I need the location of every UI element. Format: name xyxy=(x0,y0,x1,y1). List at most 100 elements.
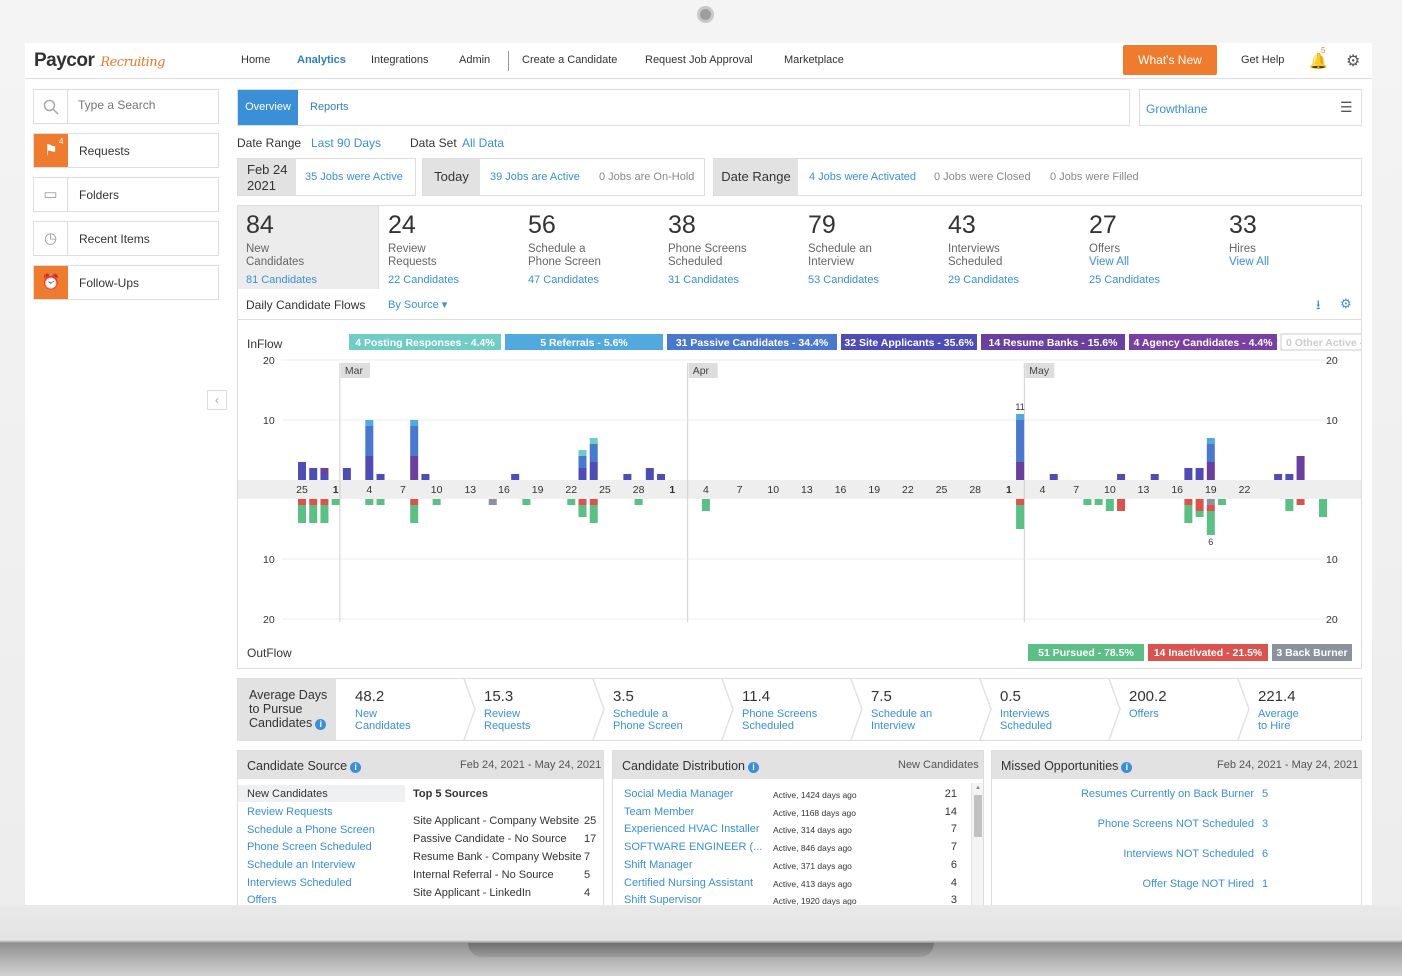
average-days-item[interactable]: 11.4 Phone Screens Scheduled xyxy=(742,679,862,740)
search-box[interactable] xyxy=(33,89,219,124)
sidebar-item-follow-ups[interactable]: ⏰ Follow-Ups xyxy=(33,265,219,300)
search-input[interactable] xyxy=(78,98,208,112)
paycor-logo[interactable]: Paycor Recruiting xyxy=(34,50,165,71)
outflow-bar[interactable] xyxy=(1083,499,1092,505)
data-set-value[interactable]: All Data xyxy=(462,136,505,150)
stage-schedule-interview[interactable]: Schedule an Interview xyxy=(247,859,356,871)
inflow-bar[interactable] xyxy=(511,474,520,480)
info-icon[interactable]: i xyxy=(1121,762,1133,773)
organization-selector[interactable]: Growthlane ☰ xyxy=(1139,89,1362,126)
outflow-bar[interactable] xyxy=(1285,499,1294,511)
outflow-bar[interactable] xyxy=(1206,499,1215,535)
metric-schedule-phone-screen[interactable]: 56 Schedule a Phone Screen 47 Candidates xyxy=(528,211,601,286)
outflow-legend-item[interactable]: 3 Back Burner xyxy=(1272,644,1352,661)
average-days-item[interactable]: 48.2 New Candidates xyxy=(355,679,475,740)
chart-settings-icon[interactable]: ⚙ xyxy=(1340,296,1352,311)
inflow-bar[interactable] xyxy=(1206,438,1215,480)
metric-interviews-scheduled[interactable]: 43 Interviews Scheduled 29 Candidates xyxy=(948,211,1019,286)
outflow-bar[interactable] xyxy=(701,499,710,511)
inflow-legend-item[interactable]: 0 Other Active - 0.0% xyxy=(1280,333,1361,351)
sidebar-item-requests[interactable]: ⚑ 4 Requests xyxy=(33,133,219,168)
outflow-bar[interactable] xyxy=(410,499,419,523)
inflow-bar[interactable] xyxy=(1016,414,1025,480)
outflow-bar[interactable] xyxy=(634,499,643,505)
metric-hires[interactable]: 33 Hires View All xyxy=(1229,211,1270,268)
missed-opportunity-count[interactable]: 1 xyxy=(1262,878,1269,890)
inflow-bar[interactable] xyxy=(1195,468,1204,480)
outflow-bar[interactable] xyxy=(1016,499,1025,529)
info-icon[interactable]: i xyxy=(350,762,362,773)
jobs-were-active-link[interactable]: 35 Jobs were Active xyxy=(305,171,403,183)
distribution-job-link[interactable]: SOFTWARE ENGINEER (... xyxy=(624,841,763,854)
distribution-job-link[interactable]: Shift Supervisor xyxy=(624,894,702,905)
inflow-bar[interactable] xyxy=(309,468,318,480)
outflow-bar[interactable] xyxy=(1105,499,1114,511)
missed-opportunity-count[interactable]: 5 xyxy=(1262,788,1269,800)
average-days-item[interactable]: 221.4 Average to Hire xyxy=(1258,679,1372,740)
scrollbar-thumb[interactable] xyxy=(974,795,982,837)
gear-icon[interactable]: ⚙ xyxy=(1346,53,1361,70)
metric-new-candidates[interactable]: 84 New Candidates 81 Candidates xyxy=(238,206,379,289)
info-icon[interactable]: i xyxy=(748,762,759,773)
jobs-activated-link[interactable]: 4 Jobs were Activated xyxy=(809,171,917,183)
outflow-bar[interactable] xyxy=(1319,499,1328,517)
inflow-bar[interactable] xyxy=(645,468,654,480)
inflow-legend-item[interactable]: 32 Site Applicants - 35.6% xyxy=(841,334,977,350)
inflow-legend-item[interactable]: 4 Agency Candidates - 4.4% xyxy=(1129,334,1277,350)
inflow-bar[interactable] xyxy=(1274,474,1283,480)
list-menu-icon[interactable]: ☰ xyxy=(1340,99,1353,115)
stage-offers[interactable]: Offers xyxy=(247,894,277,905)
inflow-bar[interactable] xyxy=(1296,456,1305,480)
outflow-bar[interactable] xyxy=(1184,499,1193,523)
distribution-job-link[interactable]: Shift Manager xyxy=(624,858,693,871)
outflow-bar[interactable] xyxy=(567,499,576,505)
stage-new-candidates[interactable]: New Candidates xyxy=(247,788,328,800)
inflow-bar[interactable] xyxy=(1117,474,1126,480)
average-days-item[interactable]: 7.5 Schedule an Interview xyxy=(871,679,991,740)
scrollbar[interactable]: ▲ xyxy=(971,783,983,905)
distribution-job-link[interactable]: Social Media Manager xyxy=(624,788,734,800)
distribution-job-link[interactable]: Team Member xyxy=(624,805,695,818)
get-help-link[interactable]: Get Help xyxy=(1241,54,1285,66)
inflow-bar[interactable] xyxy=(410,420,419,480)
nav-integrations[interactable]: Integrations xyxy=(371,54,429,66)
outflow-bar[interactable] xyxy=(331,499,340,505)
inflow-bar[interactable] xyxy=(376,474,385,480)
inflow-bar[interactable] xyxy=(1285,474,1294,480)
inflow-legend-item[interactable]: 5 Referrals - 5.6% xyxy=(505,334,663,350)
collapse-sidebar-button[interactable]: ‹ xyxy=(207,390,227,410)
by-source-dropdown[interactable]: By Source ▾ xyxy=(388,299,448,311)
sidebar-item-recent-items[interactable]: ◷ Recent Items xyxy=(33,221,219,256)
missed-opportunity-link[interactable]: Offer Stage NOT Hired xyxy=(1142,878,1254,890)
nav-admin[interactable]: Admin xyxy=(459,54,491,66)
inflow-bar[interactable] xyxy=(657,474,666,480)
inflow-bar[interactable] xyxy=(320,468,329,480)
outflow-bar[interactable] xyxy=(376,499,385,505)
outflow-bar[interactable] xyxy=(1296,499,1305,505)
sidebar-item-folders[interactable]: ▭ Folders xyxy=(33,177,219,212)
outflow-bar[interactable] xyxy=(1094,499,1103,505)
inflow-legend-item[interactable]: 31 Passive Candidates - 34.4% xyxy=(667,334,837,350)
nav-home[interactable]: Home xyxy=(241,54,271,66)
stage-review-requests[interactable]: Review Requests xyxy=(247,806,333,818)
inflow-bar[interactable] xyxy=(578,450,587,480)
inflow-legend-item[interactable]: 4 Posting Responses - 4.4% xyxy=(349,334,501,350)
nav-analytics[interactable]: Analytics xyxy=(297,54,346,66)
inflow-bar[interactable] xyxy=(421,474,430,480)
distribution-job-link[interactable]: Experienced HVAC Installer xyxy=(624,823,760,836)
tab-reports[interactable]: Reports xyxy=(310,101,349,113)
outflow-bar[interactable] xyxy=(320,499,329,523)
average-days-item[interactable]: 0.5 Interviews Scheduled xyxy=(1000,679,1120,740)
outflow-bar[interactable] xyxy=(365,499,374,505)
inflow-bar[interactable] xyxy=(589,438,598,480)
outflow-bar[interactable] xyxy=(578,499,587,517)
missed-opportunity-count[interactable]: 6 xyxy=(1262,848,1269,860)
outflow-bar[interactable] xyxy=(1117,499,1126,511)
metric-review-requests[interactable]: 24 Review Requests 22 Candidates xyxy=(388,211,459,286)
inflow-bar[interactable] xyxy=(1150,474,1159,480)
info-icon[interactable]: i xyxy=(315,719,327,730)
inflow-bar[interactable] xyxy=(623,474,632,480)
outflow-legend-item[interactable]: 14 Inactivated - 21.5% xyxy=(1148,644,1268,661)
outflow-bar[interactable] xyxy=(589,499,598,523)
average-days-item[interactable]: 3.5 Schedule a Phone Screen xyxy=(613,679,733,740)
